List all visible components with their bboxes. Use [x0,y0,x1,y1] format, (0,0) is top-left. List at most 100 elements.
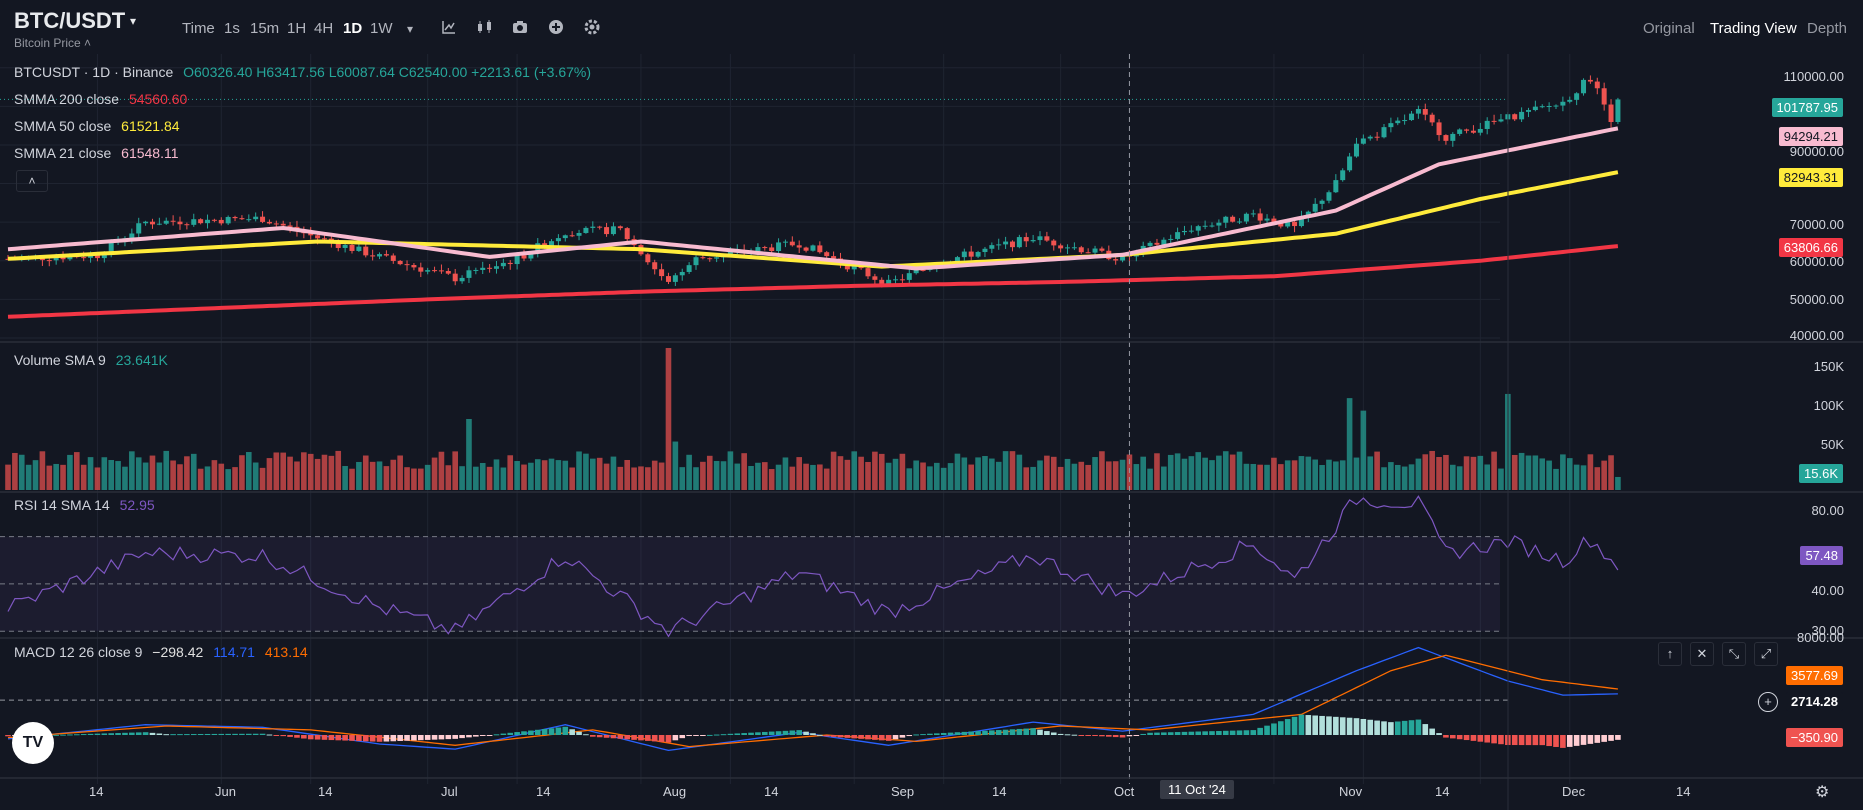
volume-bar [1106,461,1112,490]
candle-body [1209,225,1215,227]
candle-body [1023,237,1029,242]
volume-bars [5,348,1621,490]
legend-volume: Volume SMA 9 23.641K [14,352,168,368]
gear-icon[interactable]: ⚙ [1815,784,1830,801]
camera-icon[interactable] [512,19,528,39]
tf-time[interactable]: Time [182,20,215,37]
candle-body [246,219,252,221]
settings-icon[interactable] [584,19,600,39]
candle-body [418,267,424,272]
candle-body [60,257,66,260]
macd-hist-bar [122,732,128,735]
collapse-legend-button[interactable]: ˄ [16,170,48,192]
view-original[interactable]: Original [1643,20,1695,37]
maximize-pane-button[interactable]: ⤢ [1754,642,1778,666]
tf-1d[interactable]: 1D [343,20,363,37]
symbol-dropdown-icon[interactable]: ▾ [130,14,137,28]
candle-body [782,241,788,243]
candle-body [211,219,217,221]
candle-body [273,223,279,225]
volume-bar [1092,457,1098,490]
macd-signal-line [7,654,1618,748]
candle-body [198,219,204,224]
candle-body [514,255,520,265]
candle-body [46,260,52,262]
macd-hist-bar [418,735,424,741]
macd-hist-bar [892,735,899,740]
volume-bar [1429,450,1435,490]
macd-hist-bar [500,733,507,735]
volume-bar [665,348,672,490]
macd-value: −298.42 [152,644,204,660]
candle-body [1608,104,1614,122]
candle-body [1333,180,1339,193]
volume-bar [762,462,768,490]
tf-1s[interactable]: 1s [224,20,240,37]
volume-bar [1381,467,1387,490]
volume-bar [53,463,59,490]
tradingview-logo[interactable]: TV [12,722,54,764]
move-pane-up-button[interactable]: ↑ [1658,642,1682,666]
macd-hist-bar [569,729,575,735]
add-alert-icon[interactable]: + [1758,692,1778,712]
candle-body [824,252,830,257]
candle-body [776,242,782,252]
volume-bar [1484,464,1490,490]
volume-bar [1044,455,1050,490]
macd-hist-bar [1284,719,1291,735]
candle-body [1278,223,1284,227]
macd-hist-bar [80,734,87,736]
volume-bar [1050,456,1057,490]
symbol-title[interactable]: BTC/USDT [14,8,126,33]
candle-body [445,271,451,274]
volume-bar [1560,454,1566,490]
volume-bar [1216,455,1222,490]
chart-type-icon[interactable] [441,19,457,39]
macd-hist-bar [934,733,940,735]
tf-15m[interactable]: 15m [250,20,280,37]
tf-4h[interactable]: 4H [314,20,334,37]
view-trading-view[interactable]: Trading View [1710,20,1797,37]
candle-body [342,244,348,248]
add-icon[interactable] [548,19,564,39]
candle-body [583,227,589,233]
legend-macd: MACD 12 26 close 9 −298.42 114.71 413.14 [14,644,308,660]
volume-bar [658,462,665,490]
macd-label: MACD 12 26 close 9 [14,644,143,660]
volume-bar [727,451,734,490]
volume-bar [947,463,954,490]
candle-body [569,235,575,237]
view-depth[interactable]: Depth [1807,20,1848,37]
close-pane-button[interactable]: ✕ [1690,642,1714,666]
macd-hist-bar [1085,735,1091,736]
volume-bar [1353,457,1360,490]
volume-bar [1202,457,1208,490]
macd-hist-bar [218,733,225,735]
volume-bar [1099,451,1105,490]
main-legend: BTCUSDT · 1D · Binance O60326.40 H63417.… [14,64,591,80]
candles-icon[interactable] [476,19,494,39]
macd-hist-bar [1243,730,1250,735]
macd-hist-bar [1140,733,1146,735]
chevron-down-icon[interactable]: ▾ [407,22,414,36]
macd-hist-bar [294,735,300,738]
volume-bar [1580,465,1587,490]
macd-hist-bar [1298,714,1305,735]
chart-canvas[interactable] [0,54,1863,810]
macd-hist-bar [1525,735,1532,746]
tf-1w[interactable]: 1W [370,20,393,37]
candle-body [1285,221,1291,227]
candle-body [1264,218,1270,221]
macd-hist-bar [1546,735,1552,747]
tf-1h[interactable]: 1H [287,20,307,37]
minimize-pane-button[interactable]: ⤡ [1722,642,1746,666]
candle-body [1113,259,1119,261]
volume-bar [1388,462,1394,490]
volume-badge: 15.6K [1799,464,1843,483]
volume-bar [562,460,569,490]
macd-hist-bar [1229,730,1236,735]
rsi-line [7,495,1619,638]
volume-bar [170,460,176,490]
volume-bar [789,466,796,490]
candle-body [315,235,321,239]
